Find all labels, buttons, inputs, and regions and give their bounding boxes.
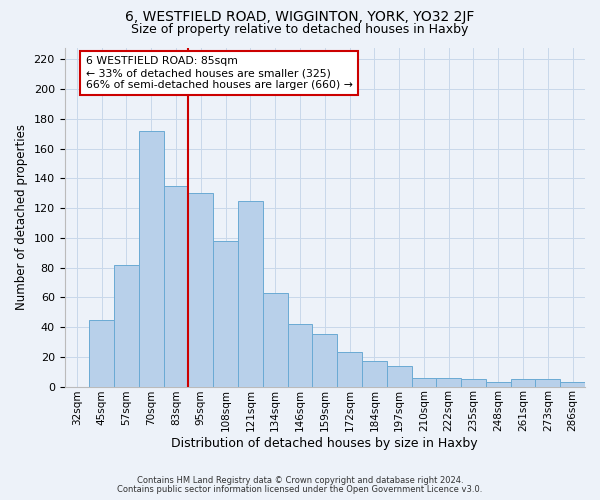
Bar: [139, 131, 164, 386]
Bar: [164, 186, 188, 386]
Text: 6, WESTFIELD ROAD, WIGGINTON, YORK, YO32 2JF: 6, WESTFIELD ROAD, WIGGINTON, YORK, YO32…: [125, 10, 475, 24]
Bar: [486, 382, 511, 386]
Bar: [213, 241, 238, 386]
Bar: [461, 379, 486, 386]
Text: Contains public sector information licensed under the Open Government Licence v3: Contains public sector information licen…: [118, 485, 482, 494]
Bar: [114, 264, 139, 386]
X-axis label: Distribution of detached houses by size in Haxby: Distribution of detached houses by size …: [172, 437, 478, 450]
Bar: [313, 334, 337, 386]
Bar: [511, 379, 535, 386]
Bar: [412, 378, 436, 386]
Y-axis label: Number of detached properties: Number of detached properties: [15, 124, 28, 310]
Bar: [387, 366, 412, 386]
Bar: [287, 324, 313, 386]
Text: Size of property relative to detached houses in Haxby: Size of property relative to detached ho…: [131, 22, 469, 36]
Text: Contains HM Land Registry data © Crown copyright and database right 2024.: Contains HM Land Registry data © Crown c…: [137, 476, 463, 485]
Bar: [436, 378, 461, 386]
Bar: [535, 379, 560, 386]
Bar: [362, 362, 387, 386]
Bar: [337, 352, 362, 386]
Bar: [263, 293, 287, 386]
Text: 6 WESTFIELD ROAD: 85sqm
← 33% of detached houses are smaller (325)
66% of semi-d: 6 WESTFIELD ROAD: 85sqm ← 33% of detache…: [86, 56, 352, 90]
Bar: [560, 382, 585, 386]
Bar: [238, 200, 263, 386]
Bar: [89, 320, 114, 386]
Bar: [188, 193, 213, 386]
